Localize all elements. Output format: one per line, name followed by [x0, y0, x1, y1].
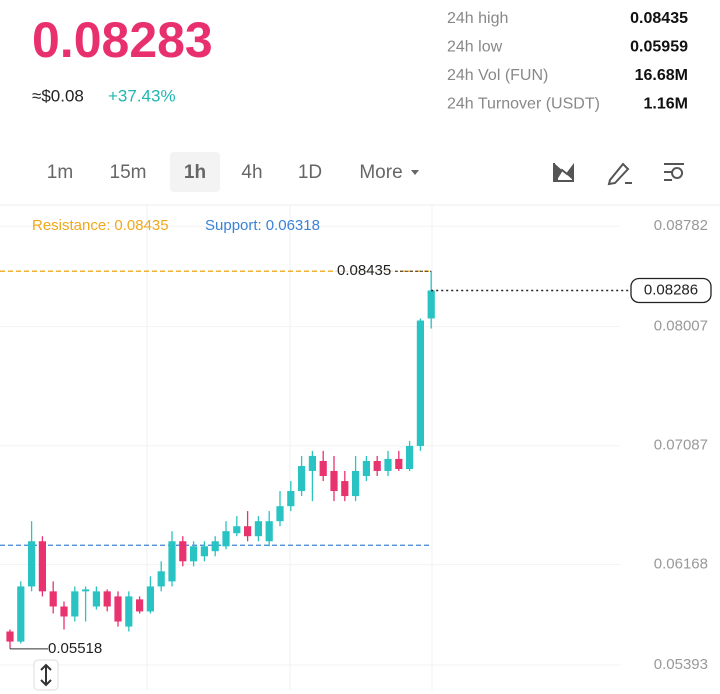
y-tick-label: 0.08782	[654, 217, 708, 234]
candle-body	[330, 470, 338, 492]
candle-body	[82, 589, 90, 592]
interval-tab[interactable]: 1h	[184, 162, 206, 183]
interval-tabs: 1m 15m 1h 4h 1D More	[47, 152, 419, 192]
usd-price: ≈$0.08	[32, 86, 84, 105]
candle-body	[200, 546, 208, 557]
stat-value: 0.08435	[630, 10, 688, 27]
y-tick-label: 0.08007	[654, 318, 708, 335]
candle-body	[136, 599, 144, 612]
candle-body	[298, 466, 306, 492]
current-price-box	[630, 277, 712, 304]
draw-icon[interactable]	[607, 162, 632, 186]
interval-tab[interactable]: 15m	[110, 162, 147, 183]
y-tick-label: 0.07087	[654, 437, 708, 454]
tab-highlight	[170, 152, 220, 192]
candle-body	[146, 586, 154, 612]
stat-label: 24h low	[447, 39, 503, 56]
support-label: Support:	[205, 217, 262, 234]
high-marker-bg	[335, 262, 395, 280]
y-tick-label: 0.06168	[654, 556, 708, 573]
candle-body	[406, 445, 414, 470]
support-annotation: Support: 0.06318	[205, 217, 320, 234]
candle-body	[416, 320, 424, 446]
interval-tab[interactable]: 4h	[241, 162, 262, 183]
current-price-label: 0.08286	[644, 281, 698, 298]
candle-body	[179, 541, 187, 562]
price-change: +37.43%	[108, 86, 176, 105]
candle-body	[103, 591, 111, 607]
candle-body	[49, 591, 57, 607]
candle-body	[233, 526, 241, 534]
candle-body	[71, 591, 79, 617]
settings-icon[interactable]	[664, 163, 684, 181]
last-price: 0.08283	[32, 12, 213, 68]
stat-label: 24h high	[447, 10, 508, 27]
stat-value: 0.05959	[630, 39, 688, 56]
candle-body	[92, 591, 100, 607]
candle-body	[244, 526, 252, 537]
high-marker-label: 0.08435	[337, 262, 391, 279]
chart: 0.08782 0.08007 0.07087 0.06168 0.05393 Resis…	[0, 217, 712, 673]
candle-body	[125, 596, 133, 627]
stat-label: 24h Vol (FUN)	[447, 67, 548, 84]
candle-body	[254, 521, 262, 537]
interval-tab[interactable]: 1m	[47, 162, 73, 183]
candle-body	[157, 571, 165, 587]
candle-body	[341, 481, 349, 497]
candle-body	[265, 521, 273, 542]
candle-body	[211, 541, 219, 552]
candle-body	[384, 458, 392, 471]
candle-body	[352, 470, 360, 497]
candle-body	[319, 460, 327, 477]
candle-body	[38, 541, 46, 592]
candle-body	[17, 586, 25, 642]
interval-tab[interactable]: 1D	[298, 162, 322, 183]
candle-body	[114, 596, 122, 622]
scale-handle[interactable]	[33, 659, 59, 691]
candle-body	[168, 541, 176, 582]
support-value: 0.06318	[266, 217, 320, 234]
candle-body	[190, 546, 198, 562]
dropdown-caret[interactable]	[411, 170, 419, 175]
candle-body	[395, 458, 403, 470]
resistance-value: 0.08435	[114, 217, 168, 234]
stat-value: 1.16M	[644, 96, 688, 113]
candle-body	[373, 460, 381, 471]
stat-value: 16.68M	[635, 67, 688, 84]
candle-body	[287, 491, 295, 507]
toolbar-icons	[553, 162, 684, 186]
interval-tab[interactable]: More	[359, 162, 402, 183]
resistance-label: Resistance:	[32, 217, 110, 234]
y-tick-label: 0.05393	[654, 656, 708, 673]
candle-body	[6, 631, 14, 642]
resistance-annotation: Resistance: 0.08435	[32, 217, 169, 234]
candle-body	[222, 531, 230, 547]
stat-label: 24h Turnover (USDT)	[447, 96, 600, 113]
candle-body	[427, 290, 435, 319]
low-marker-label: 0.05518	[48, 640, 102, 657]
chart-type-icon[interactable]	[553, 163, 574, 182]
candle-body	[60, 606, 68, 617]
stats: 24h high 0.08435 24h low 0.05959 24h Vol (FU…	[447, 10, 688, 113]
candle-body	[362, 460, 370, 477]
candle-body	[276, 506, 284, 522]
candle-body	[28, 541, 36, 587]
candle-body	[308, 455, 316, 471]
